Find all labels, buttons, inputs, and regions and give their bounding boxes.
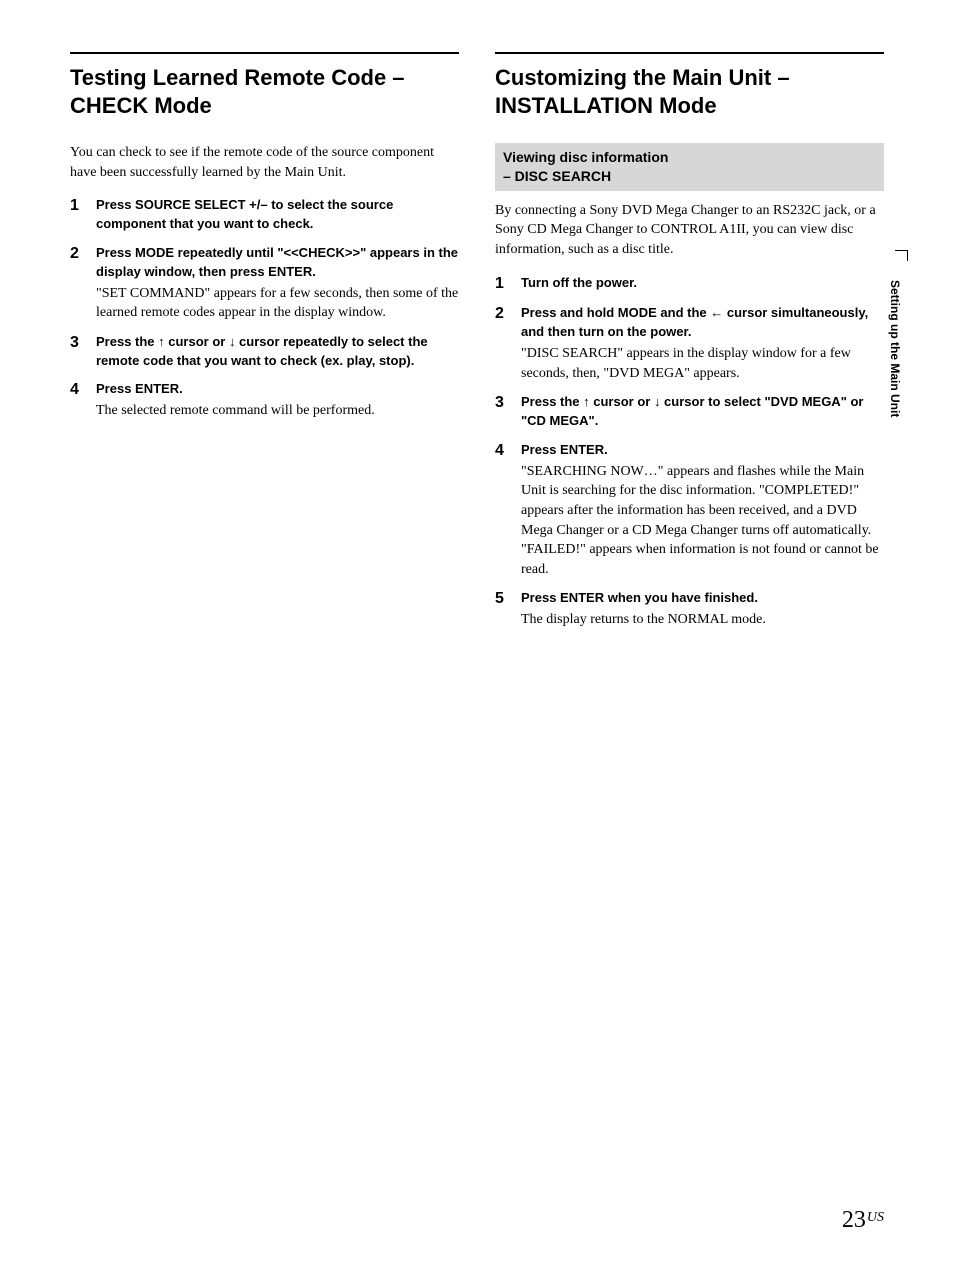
step-number: 1: [495, 274, 511, 295]
step-body: Press ENTER. "SEARCHING NOW…" appears an…: [521, 441, 884, 579]
step-number: 4: [70, 380, 86, 420]
page-content: Testing Learned Remote Code – CHECK Mode…: [0, 0, 954, 680]
step-body: Press the ↑ cursor or ↓ cursor repeatedl…: [96, 333, 459, 371]
step-head: Press ENTER when you have finished.: [521, 589, 884, 608]
left-step-1: 1 Press SOURCE SELECT +/– to select the …: [70, 196, 459, 234]
step-body: Turn off the power.: [521, 274, 884, 295]
right-section-title: Customizing the Main Unit – INSTALLATION…: [495, 64, 884, 119]
left-section-title: Testing Learned Remote Code – CHECK Mode: [70, 64, 459, 119]
step-head: Press MODE repeatedly until "<<CHECK>>" …: [96, 244, 459, 282]
step-number: 4: [495, 441, 511, 579]
section-rule: [70, 52, 459, 54]
step-desc: The display returns to the NORMAL mode.: [521, 610, 884, 630]
step-number: 2: [70, 244, 86, 323]
step-head: Press ENTER.: [521, 441, 884, 460]
side-tab-border: [895, 250, 908, 261]
step-number: 1: [70, 196, 86, 234]
step-body: Press ENTER. The selected remote command…: [96, 380, 459, 420]
left-column: Testing Learned Remote Code – CHECK Mode…: [70, 52, 459, 640]
left-step-4: 4 Press ENTER. The selected remote comma…: [70, 380, 459, 420]
right-intro: By connecting a Sony DVD Mega Changer to…: [495, 201, 884, 260]
right-step-4: 4 Press ENTER. "SEARCHING NOW…" appears …: [495, 441, 884, 579]
step-desc: "SEARCHING NOW…" appears and flashes whi…: [521, 462, 884, 580]
subsection-header: Viewing disc information – DISC SEARCH: [495, 143, 884, 191]
side-tab-label: Setting up the Main Unit: [888, 280, 902, 417]
step-desc: The selected remote command will be perf…: [96, 401, 459, 421]
section-rule: [495, 52, 884, 54]
right-step-1: 1 Turn off the power.: [495, 274, 884, 295]
step-body: Press and hold MODE and the ← cursor sim…: [521, 304, 884, 383]
step-body: Press MODE repeatedly until "<<CHECK>>" …: [96, 244, 459, 323]
right-step-2: 2 Press and hold MODE and the ← cursor s…: [495, 304, 884, 383]
left-step-3: 3 Press the ↑ cursor or ↓ cursor repeate…: [70, 333, 459, 371]
left-step-2: 2 Press MODE repeatedly until "<<CHECK>>…: [70, 244, 459, 323]
step-number: 2: [495, 304, 511, 383]
step-body: Press the ↑ cursor or ↓ cursor to select…: [521, 393, 884, 431]
step-number: 3: [70, 333, 86, 371]
page-number-value: 23: [842, 1207, 866, 1233]
side-tab: Setting up the Main Unit: [878, 270, 896, 850]
page-number: 23US: [842, 1207, 884, 1234]
step-head: Press SOURCE SELECT +/– to select the so…: [96, 196, 459, 234]
step-head: Press ENTER.: [96, 380, 459, 399]
subsection-line2: – DISC SEARCH: [503, 167, 876, 186]
step-number: 5: [495, 589, 511, 629]
step-desc: "DISC SEARCH" appears in the display win…: [521, 344, 884, 383]
left-intro: You can check to see if the remote code …: [70, 143, 459, 182]
right-column: Customizing the Main Unit – INSTALLATION…: [495, 52, 884, 640]
step-head: Press the ↑ cursor or ↓ cursor to select…: [521, 393, 884, 431]
step-desc: "SET COMMAND" appears for a few seconds,…: [96, 284, 459, 323]
page-number-suffix: US: [867, 1210, 884, 1225]
step-head: Press and hold MODE and the ← cursor sim…: [521, 304, 884, 342]
step-head: Press the ↑ cursor or ↓ cursor repeatedl…: [96, 333, 459, 371]
subsection-line1: Viewing disc information: [503, 148, 876, 167]
right-step-3: 3 Press the ↑ cursor or ↓ cursor to sele…: [495, 393, 884, 431]
step-body: Press ENTER when you have finished. The …: [521, 589, 884, 629]
step-number: 3: [495, 393, 511, 431]
right-step-5: 5 Press ENTER when you have finished. Th…: [495, 589, 884, 629]
step-body: Press SOURCE SELECT +/– to select the so…: [96, 196, 459, 234]
step-head: Turn off the power.: [521, 274, 884, 293]
